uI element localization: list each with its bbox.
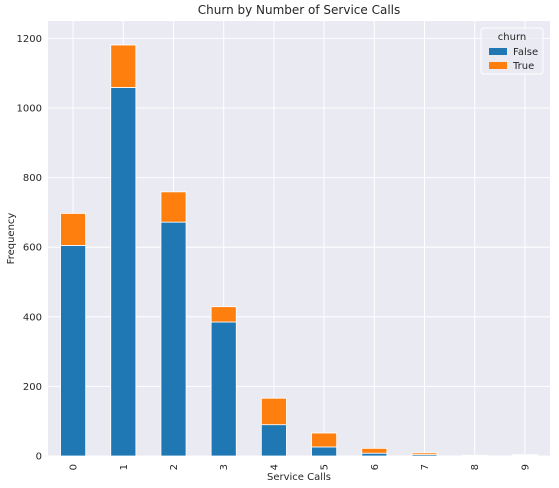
bar-false-4 bbox=[260, 424, 287, 457]
bar-false-1 bbox=[110, 87, 137, 457]
x-tick-label: 4 bbox=[269, 464, 280, 470]
legend-title: churn bbox=[498, 32, 526, 43]
bar-true-4 bbox=[260, 397, 287, 426]
legend-swatch-true bbox=[489, 62, 507, 69]
bars bbox=[60, 44, 538, 457]
bar-false-3 bbox=[210, 321, 237, 457]
x-tick-label: 6 bbox=[370, 464, 381, 470]
x-tick-label: 3 bbox=[219, 464, 230, 470]
x-tick-labels: 0 1 2 3 4 5 6 7 8 9 bbox=[69, 464, 532, 470]
x-tick-label: 5 bbox=[320, 464, 331, 470]
x-tick-label: 7 bbox=[420, 464, 431, 470]
y-tick-labels: 0 200 400 600 800 1000 1200 bbox=[17, 34, 42, 463]
bar-true-2 bbox=[160, 191, 187, 223]
bar-true-1 bbox=[110, 44, 137, 88]
legend-label-true: True bbox=[512, 61, 534, 72]
legend-swatch-false bbox=[489, 48, 507, 55]
bar-false-5 bbox=[311, 446, 338, 457]
chart-title: Churn by Number of Service Calls bbox=[198, 3, 400, 17]
x-tick-label: 1 bbox=[119, 464, 130, 470]
y-tick-label: 800 bbox=[23, 173, 42, 184]
bar-false-2 bbox=[160, 221, 187, 457]
bar-true-5 bbox=[311, 432, 338, 448]
legend: churn False True bbox=[480, 27, 544, 75]
x-tick-label: 2 bbox=[169, 464, 180, 470]
x-tick-label: 8 bbox=[470, 464, 481, 470]
bar-true-9 bbox=[511, 454, 538, 456]
y-tick-label: 0 bbox=[36, 452, 42, 463]
x-tick-label: 9 bbox=[520, 464, 531, 470]
y-tick-label: 1000 bbox=[17, 104, 42, 115]
x-tick-label: 0 bbox=[69, 464, 80, 470]
y-axis-label: Frequency bbox=[6, 213, 17, 265]
bar-true-7 bbox=[411, 452, 438, 456]
y-tick-label: 1200 bbox=[17, 34, 42, 45]
y-tick-label: 400 bbox=[23, 312, 42, 323]
y-tick-label: 600 bbox=[23, 243, 42, 254]
bar-false-0 bbox=[60, 245, 87, 457]
bar-false-6 bbox=[361, 452, 388, 457]
bar-true-0 bbox=[60, 213, 87, 246]
x-axis-label: Service Calls bbox=[267, 472, 331, 483]
bar-true-3 bbox=[210, 306, 237, 323]
y-tick-label: 200 bbox=[23, 382, 42, 393]
bar-true-6 bbox=[361, 447, 388, 454]
legend-label-false: False bbox=[513, 47, 538, 58]
